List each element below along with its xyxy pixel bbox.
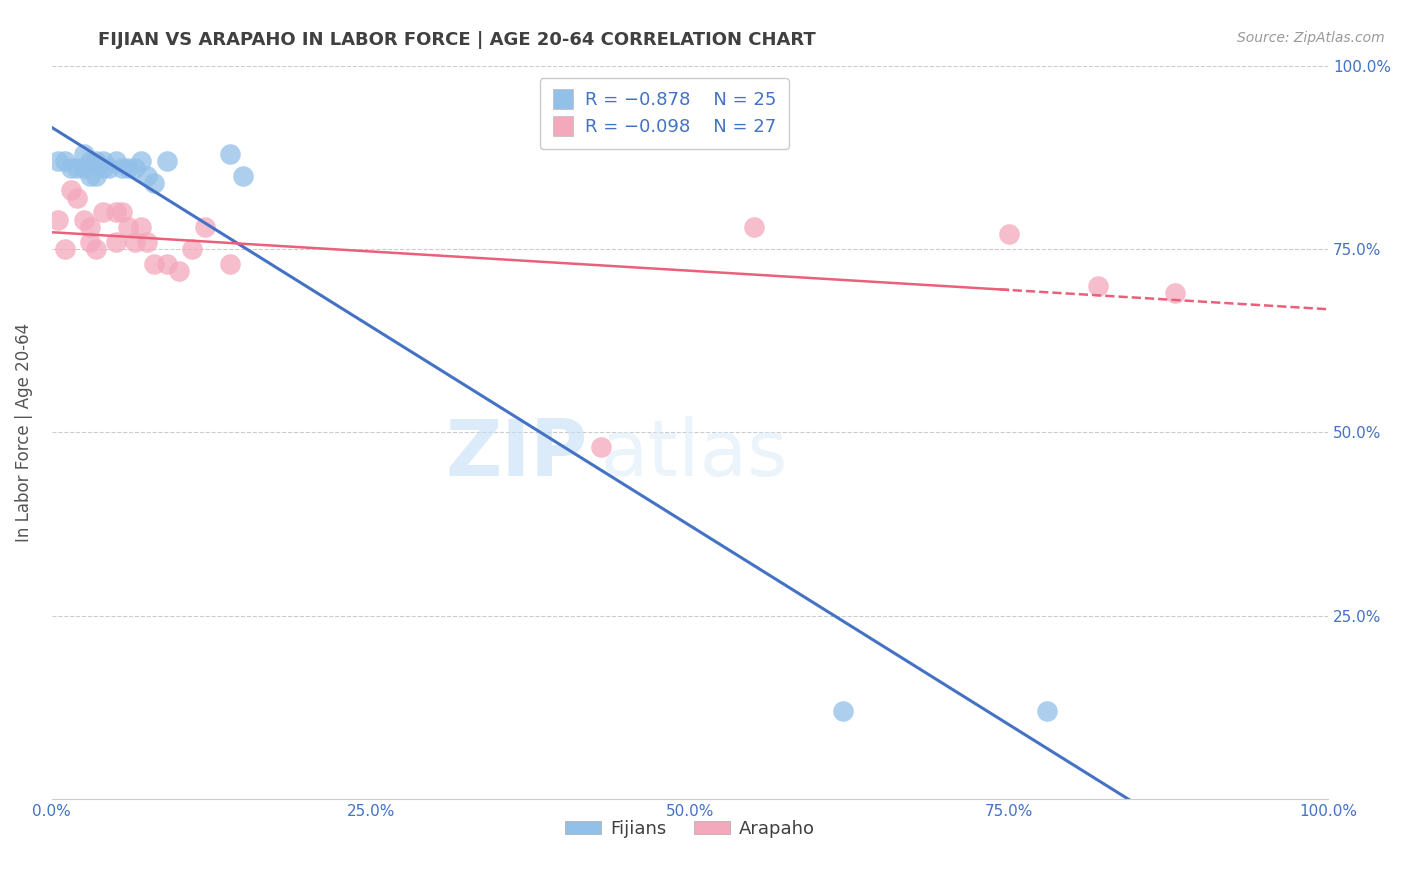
Point — [169, 264, 191, 278]
Point — [73, 212, 96, 227]
Point — [124, 161, 146, 176]
Point — [91, 161, 114, 176]
Point — [124, 235, 146, 249]
Point — [98, 161, 121, 176]
Point — [111, 161, 134, 176]
Text: Source: ZipAtlas.com: Source: ZipAtlas.com — [1237, 31, 1385, 45]
Point — [117, 219, 139, 234]
Y-axis label: In Labor Force | Age 20-64: In Labor Force | Age 20-64 — [15, 323, 32, 541]
Point — [91, 205, 114, 219]
Point — [129, 219, 152, 234]
Point — [59, 161, 82, 176]
Text: ZIP: ZIP — [446, 417, 588, 492]
Point — [1164, 285, 1187, 300]
Point — [136, 235, 159, 249]
Point — [129, 153, 152, 168]
Point — [998, 227, 1021, 242]
Point — [142, 176, 165, 190]
Point — [589, 440, 612, 454]
Point — [53, 153, 76, 168]
Point — [66, 161, 89, 176]
Point — [742, 219, 765, 234]
Point — [136, 169, 159, 183]
Point — [91, 153, 114, 168]
Point — [142, 256, 165, 270]
Point — [86, 153, 108, 168]
Point — [1087, 278, 1109, 293]
Point — [156, 153, 179, 168]
Point — [79, 169, 101, 183]
Point — [79, 235, 101, 249]
Point — [86, 169, 108, 183]
Point — [86, 242, 108, 256]
Point — [117, 161, 139, 176]
Point — [73, 146, 96, 161]
Legend: Fijians, Arapaho: Fijians, Arapaho — [558, 813, 823, 845]
Point — [79, 219, 101, 234]
Point — [79, 153, 101, 168]
Point — [111, 205, 134, 219]
Point — [53, 242, 76, 256]
Point — [104, 235, 127, 249]
Point — [1036, 704, 1059, 718]
Point — [46, 212, 69, 227]
Point — [219, 256, 242, 270]
Point — [832, 704, 855, 718]
Point — [181, 242, 204, 256]
Point — [104, 205, 127, 219]
Point — [156, 256, 179, 270]
Point — [104, 153, 127, 168]
Point — [46, 153, 69, 168]
Point — [66, 191, 89, 205]
Point — [194, 219, 217, 234]
Point — [219, 146, 242, 161]
Text: atlas: atlas — [600, 417, 789, 492]
Point — [73, 161, 96, 176]
Point — [59, 183, 82, 197]
Point — [232, 169, 254, 183]
Text: FIJIAN VS ARAPAHO IN LABOR FORCE | AGE 20-64 CORRELATION CHART: FIJIAN VS ARAPAHO IN LABOR FORCE | AGE 2… — [98, 31, 815, 49]
